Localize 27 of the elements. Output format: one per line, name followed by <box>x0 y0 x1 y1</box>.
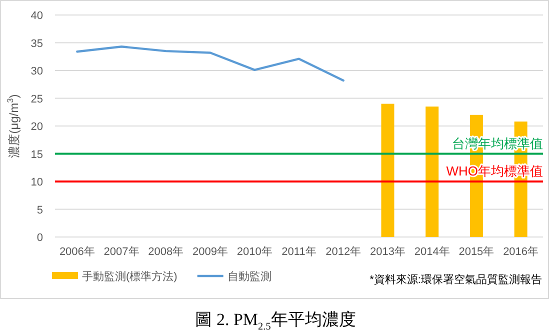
bar <box>426 106 439 237</box>
x-tick-label: 2009年 <box>192 246 228 258</box>
y-tick-label: 10 <box>30 176 43 188</box>
x-tick-label: 2014年 <box>414 246 450 258</box>
y-tick-label: 5 <box>36 204 43 216</box>
x-tick-label: 2015年 <box>458 246 494 258</box>
y-tick-label: 25 <box>30 93 43 106</box>
y-tick-label: 35 <box>30 38 43 50</box>
x-tick-label: 2012年 <box>326 246 362 258</box>
x-tick-label: 2007年 <box>104 246 140 258</box>
x-tick-label: 2006年 <box>59 246 95 258</box>
y-tick-label: 15 <box>30 148 43 161</box>
legend-label: 自動監測 <box>227 271 272 283</box>
x-tick-label: 2013年 <box>370 246 406 258</box>
x-tick-label: 2008年 <box>148 246 184 258</box>
y-tick-label: 30 <box>30 66 43 78</box>
x-tick-label: 2016年 <box>503 246 539 258</box>
bar <box>381 104 394 237</box>
text: *資料來源:環保署空氣品質監測報告 <box>370 273 542 286</box>
y-tick-label: 0 <box>36 232 43 244</box>
line-series <box>76 46 344 82</box>
y-tick-label: 40 <box>30 10 43 22</box>
y-tick-label: 20 <box>30 121 43 133</box>
x-tick-label: 2011年 <box>282 246 316 258</box>
text: 圖 2. PM$_{2.5}$年平均濃度 <box>194 309 357 332</box>
legend-label: 手動監測(標準方法) <box>82 270 178 283</box>
x-tick-label: 2010年 <box>236 246 272 258</box>
